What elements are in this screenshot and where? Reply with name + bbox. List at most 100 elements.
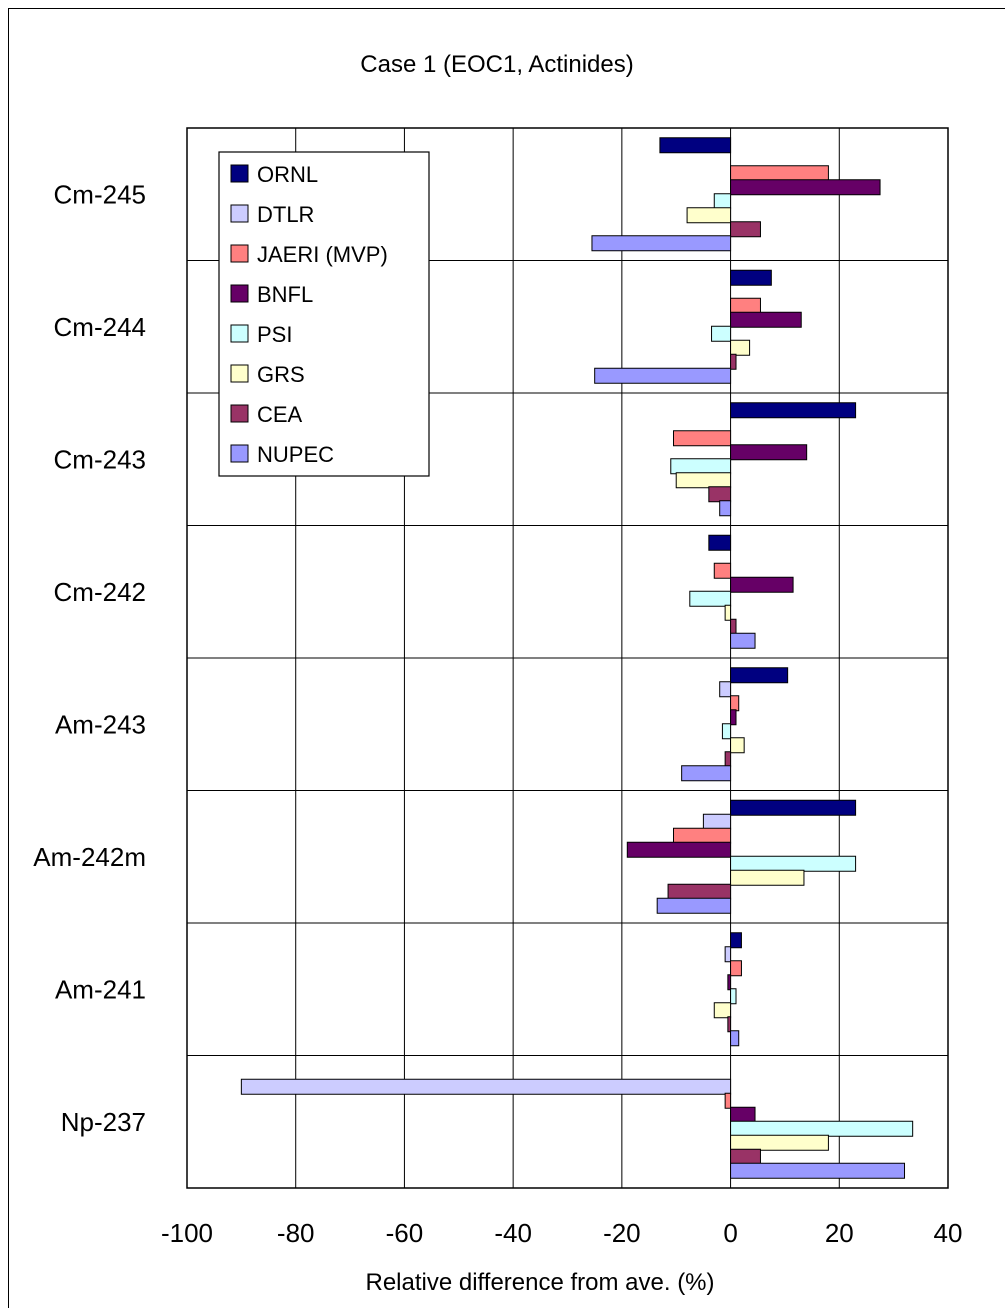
bar-Am-241-NUPEC bbox=[730, 1030, 740, 1047]
legend-entry: ORNL bbox=[257, 162, 318, 187]
bar-Cm-243-NUPEC bbox=[719, 500, 732, 517]
bar-Am-243-NUPEC bbox=[681, 765, 732, 782]
category-label: Am-242m bbox=[33, 842, 146, 872]
category-labels: Cm-245 Cm-244 Cm-243 Cm-242 Am-243 Am-242m Am-… bbox=[33, 179, 146, 1137]
bar-Am-241-PSI bbox=[730, 988, 737, 1005]
plot-area-border bbox=[186, 127, 949, 1189]
bar-Am-241-JAERI (MVP) bbox=[730, 960, 742, 977]
bar-Am-241-DTLR bbox=[724, 946, 732, 963]
bar-Cm-243-PSI bbox=[670, 458, 732, 475]
legend-swatch bbox=[230, 284, 249, 303]
x-tick-label: 40 bbox=[934, 1218, 963, 1248]
bars bbox=[240, 137, 914, 1179]
legend-entry: BNFL bbox=[257, 282, 313, 307]
bar-Cm-245-NUPEC bbox=[591, 235, 732, 252]
bar-Np-237-DTLR bbox=[240, 1078, 732, 1095]
bar-Am-243-PSI bbox=[721, 723, 732, 740]
legend-swatch bbox=[230, 324, 249, 343]
bar-Cm-244-ORNL bbox=[730, 269, 772, 286]
legend-entry: DTLR bbox=[257, 202, 314, 227]
bar-Am-243-CEA bbox=[724, 751, 732, 768]
category-label: Cm-244 bbox=[54, 312, 146, 342]
category-label: Am-243 bbox=[55, 709, 146, 739]
bar-Cm-242-BNFL bbox=[730, 576, 794, 593]
bar-Np-237-BNFL bbox=[730, 1106, 756, 1123]
bar-Cm-242-GRS bbox=[724, 604, 732, 621]
bar-Cm-244-BNFL bbox=[730, 311, 802, 328]
x-tick-label: 0 bbox=[723, 1218, 737, 1248]
bar-Cm-242-JAERI (MVP) bbox=[713, 562, 732, 579]
bar-Am-242m-JAERI (MVP) bbox=[672, 827, 732, 844]
bar-Am-242m-ORNL bbox=[730, 799, 857, 816]
legend-box bbox=[218, 151, 430, 477]
legend-swatch bbox=[230, 364, 249, 383]
bar-Cm-244-GRS bbox=[730, 339, 751, 356]
legend-swatch bbox=[230, 164, 249, 183]
bar-Am-241-CEA bbox=[727, 1016, 732, 1033]
category-label: Cm-242 bbox=[54, 577, 146, 607]
bar-Cm-244-CEA bbox=[730, 353, 737, 370]
bar-Am-243-JAERI (MVP) bbox=[730, 695, 740, 712]
legend-swatch bbox=[230, 244, 249, 263]
legend-swatch bbox=[230, 204, 249, 223]
bar-Np-237-NUPEC bbox=[730, 1162, 906, 1179]
bar-Am-242m-BNFL bbox=[626, 841, 732, 858]
bar-Am-242m-CEA bbox=[667, 883, 732, 900]
bar-Am-241-GRS bbox=[713, 1002, 732, 1019]
bar-Am-242m-GRS bbox=[730, 869, 805, 886]
bar-Am-241-BNFL bbox=[727, 974, 732, 991]
x-tick-label: 20 bbox=[825, 1218, 854, 1248]
bar-Cm-245-BNFL bbox=[730, 179, 881, 196]
bar-Am-241-ORNL bbox=[730, 932, 742, 949]
bar-Am-243-ORNL bbox=[730, 667, 789, 684]
bar-Cm-244-PSI bbox=[711, 325, 732, 342]
x-axis-label: Relative difference from ave. (%) bbox=[365, 1269, 714, 1296]
bar-Cm-244-NUPEC bbox=[594, 367, 732, 384]
bar-Cm-242-ORNL bbox=[708, 534, 732, 551]
bar-Am-242m-PSI bbox=[730, 855, 857, 872]
legend: ORNL DTLR JAERI (MVP) BNFL PSI GRS CEA NUPEC bbox=[218, 151, 430, 477]
bar-Cm-245-ORNL bbox=[659, 137, 732, 154]
bar-Cm-243-CEA bbox=[708, 486, 732, 503]
x-tick-label: -60 bbox=[386, 1218, 424, 1248]
x-tick-label: -100 bbox=[161, 1218, 213, 1248]
bar-Cm-245-CEA bbox=[730, 221, 761, 238]
legend-entry: CEA bbox=[257, 402, 303, 427]
bar-Cm-242-PSI bbox=[689, 590, 732, 607]
legend-swatch bbox=[230, 404, 249, 423]
bar-Cm-245-JAERI (MVP) bbox=[730, 165, 829, 182]
bar-Cm-243-GRS bbox=[675, 472, 732, 489]
legend-entry: NUPEC bbox=[257, 442, 334, 467]
x-tick-label: -80 bbox=[277, 1218, 315, 1248]
x-tick-labels: -100 -80 -60 -40 -20 0 20 40 bbox=[161, 1218, 962, 1248]
bar-Cm-243-JAERI (MVP) bbox=[672, 430, 732, 447]
legend-swatch bbox=[230, 444, 249, 463]
bar-Np-237-GRS bbox=[730, 1134, 829, 1151]
bar-Am-243-GRS bbox=[730, 737, 745, 754]
bar-Am-242m-DTLR bbox=[702, 813, 732, 830]
bar-Cm-245-PSI bbox=[713, 193, 732, 210]
bar-Cm-242-NUPEC bbox=[730, 632, 756, 649]
legend-entry: JAERI (MVP) bbox=[257, 242, 388, 267]
bar-Np-237-JAERI (MVP) bbox=[724, 1092, 732, 1109]
legend-entry: GRS bbox=[257, 362, 305, 387]
category-label: Cm-243 bbox=[54, 444, 146, 474]
legend-entry: PSI bbox=[257, 322, 292, 347]
x-tick-label: -40 bbox=[494, 1218, 532, 1248]
chart-frame bbox=[8, 8, 1005, 1308]
bar-Cm-243-BNFL bbox=[730, 444, 808, 461]
bar-Am-243-DTLR bbox=[719, 681, 732, 698]
bar-Cm-242-CEA bbox=[730, 618, 737, 635]
bar-Cm-244-JAERI (MVP) bbox=[730, 297, 761, 314]
bar-Am-243-BNFL bbox=[730, 709, 737, 726]
bar-Cm-245-GRS bbox=[686, 207, 732, 224]
category-label: Cm-245 bbox=[54, 179, 146, 209]
bar-Cm-243-ORNL bbox=[730, 402, 857, 419]
x-tick-label: -20 bbox=[603, 1218, 641, 1248]
chart-title: Case 1 (EOC1, Actinides) bbox=[360, 51, 633, 78]
category-label: Np-237 bbox=[61, 1107, 146, 1137]
category-label: Am-241 bbox=[55, 974, 146, 1004]
bar-Am-242m-NUPEC bbox=[656, 897, 732, 914]
bar-Np-237-CEA bbox=[730, 1148, 761, 1165]
